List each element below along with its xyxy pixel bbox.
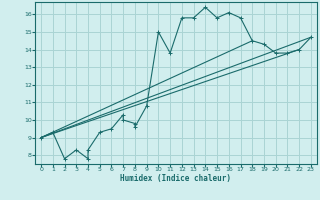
X-axis label: Humidex (Indice chaleur): Humidex (Indice chaleur)	[121, 174, 231, 183]
